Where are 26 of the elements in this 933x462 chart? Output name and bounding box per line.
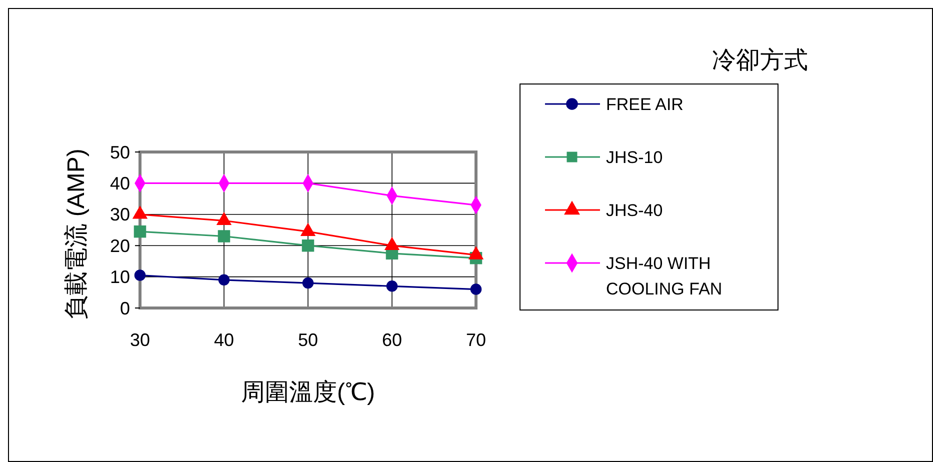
x-tick-label: 30 — [130, 330, 150, 350]
y-tick-label: 20 — [110, 236, 130, 256]
point — [386, 280, 398, 292]
x-axis-title: 周圍溫度(℃) — [241, 379, 375, 406]
point — [470, 284, 482, 295]
legend-title: 冷卻方式 — [712, 47, 808, 74]
y-tick-label: 10 — [110, 267, 130, 288]
x-tick-label: 50 — [298, 330, 318, 350]
y-axis-title: 負載電流 (AMP) — [63, 148, 90, 320]
legend-label: FREE AIR — [606, 94, 684, 114]
y-tick-label: 40 — [110, 174, 130, 194]
y-tick-label: 50 — [110, 142, 130, 162]
legend-label: JHS-40 — [606, 200, 663, 220]
point — [218, 230, 230, 242]
point — [134, 225, 146, 238]
x-tick-label: 70 — [466, 330, 486, 350]
point — [218, 274, 230, 286]
x-tick-label: 40 — [214, 330, 234, 350]
point — [134, 270, 146, 281]
legend-label: JHS-10 — [606, 148, 663, 167]
point — [302, 277, 314, 289]
legend-label: JSH-40 WITH COOLING FAN — [606, 254, 722, 298]
y-tick-label: 30 — [110, 204, 130, 225]
y-tick-label: 0 — [120, 298, 130, 318]
x-tick-label: 60 — [382, 330, 402, 350]
point — [302, 239, 314, 252]
